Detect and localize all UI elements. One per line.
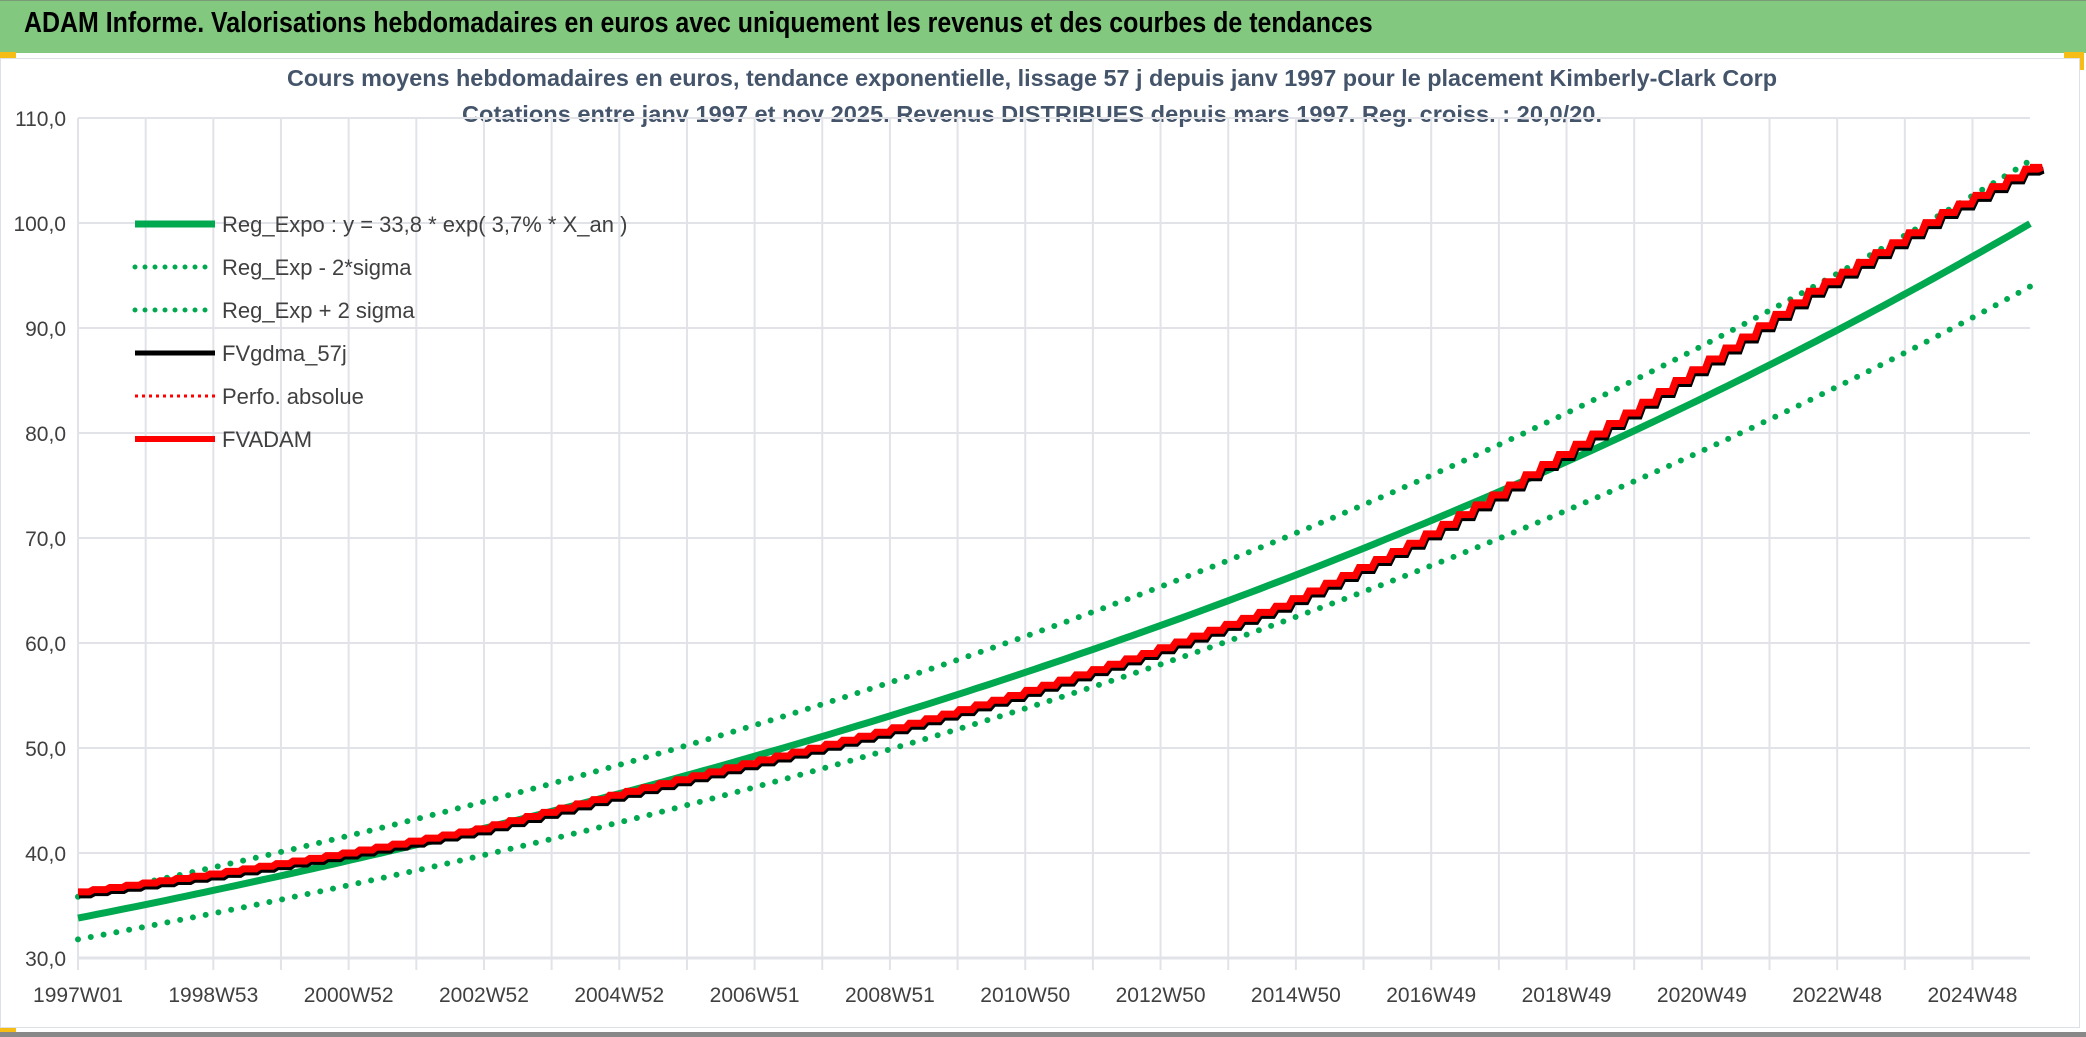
x-tick-label: 2024W48 bbox=[1928, 984, 2018, 1007]
x-tick-label: 2018W49 bbox=[1522, 984, 1612, 1007]
x-tick-label: 2008W51 bbox=[845, 984, 935, 1007]
y-tick-label: 30,0 bbox=[25, 948, 66, 971]
x-tick-label: 2022W48 bbox=[1792, 984, 1882, 1007]
x-tick-label: 2020W49 bbox=[1657, 984, 1747, 1007]
chart-title: Cours moyens hebdomadaires en euros, ten… bbox=[287, 65, 1777, 91]
x-tick-label: 2010W50 bbox=[980, 984, 1070, 1007]
selection-handle bbox=[0, 52, 16, 58]
y-tick-label: 40,0 bbox=[25, 843, 66, 866]
x-tick-label: 2016W49 bbox=[1386, 984, 1476, 1007]
y-tick-label: 70,0 bbox=[25, 528, 66, 551]
legend-label: FVADAM bbox=[222, 427, 312, 452]
legend-label: Reg_Exp + 2 sigma bbox=[222, 298, 415, 323]
x-tick-label: 1998W53 bbox=[168, 984, 258, 1007]
y-tick-label: 60,0 bbox=[25, 633, 66, 656]
x-tick-label: 2014W50 bbox=[1251, 984, 1341, 1007]
sheet-border bbox=[0, 1032, 2086, 1037]
chart-subtitle: Cotations entre janv 1997 et nov 2025. R… bbox=[462, 101, 1602, 127]
legend-label: Reg_Exp - 2*sigma bbox=[222, 255, 412, 280]
legend-label: Perfo. absolue bbox=[222, 384, 364, 409]
y-tick-label: 50,0 bbox=[25, 738, 66, 761]
x-tick-label: 1997W01 bbox=[33, 984, 123, 1007]
series-fvadam bbox=[78, 163, 2044, 896]
y-tick-label: 80,0 bbox=[25, 423, 66, 446]
x-tick-label: 2012W50 bbox=[1116, 984, 1206, 1007]
series-reg-minus-2sigma bbox=[75, 283, 2033, 943]
x-tick-label: 2006W51 bbox=[710, 984, 800, 1007]
selection-handle bbox=[0, 1028, 16, 1034]
y-tick-label: 100,0 bbox=[13, 213, 66, 236]
x-tick-label: 2000W52 bbox=[304, 984, 394, 1007]
report-header: ADAM Informe. Valorisations hebdomadaire… bbox=[0, 0, 2086, 53]
y-tick-label: 110,0 bbox=[15, 108, 66, 131]
chart-area bbox=[0, 58, 2080, 1028]
y-tick-label: 90,0 bbox=[25, 318, 66, 341]
report-title: ADAM Informe. Valorisations hebdomadaire… bbox=[24, 7, 1373, 39]
legend-label: Reg_Expo : y = 33,8 * exp( 3,7% * X_an ) bbox=[222, 212, 627, 237]
legend-label: FVgdma_57j bbox=[222, 341, 347, 366]
x-tick-label: 2004W52 bbox=[574, 984, 664, 1007]
x-tick-label: 2002W52 bbox=[439, 984, 529, 1007]
series-reg-plus-2sigma bbox=[75, 157, 2033, 900]
